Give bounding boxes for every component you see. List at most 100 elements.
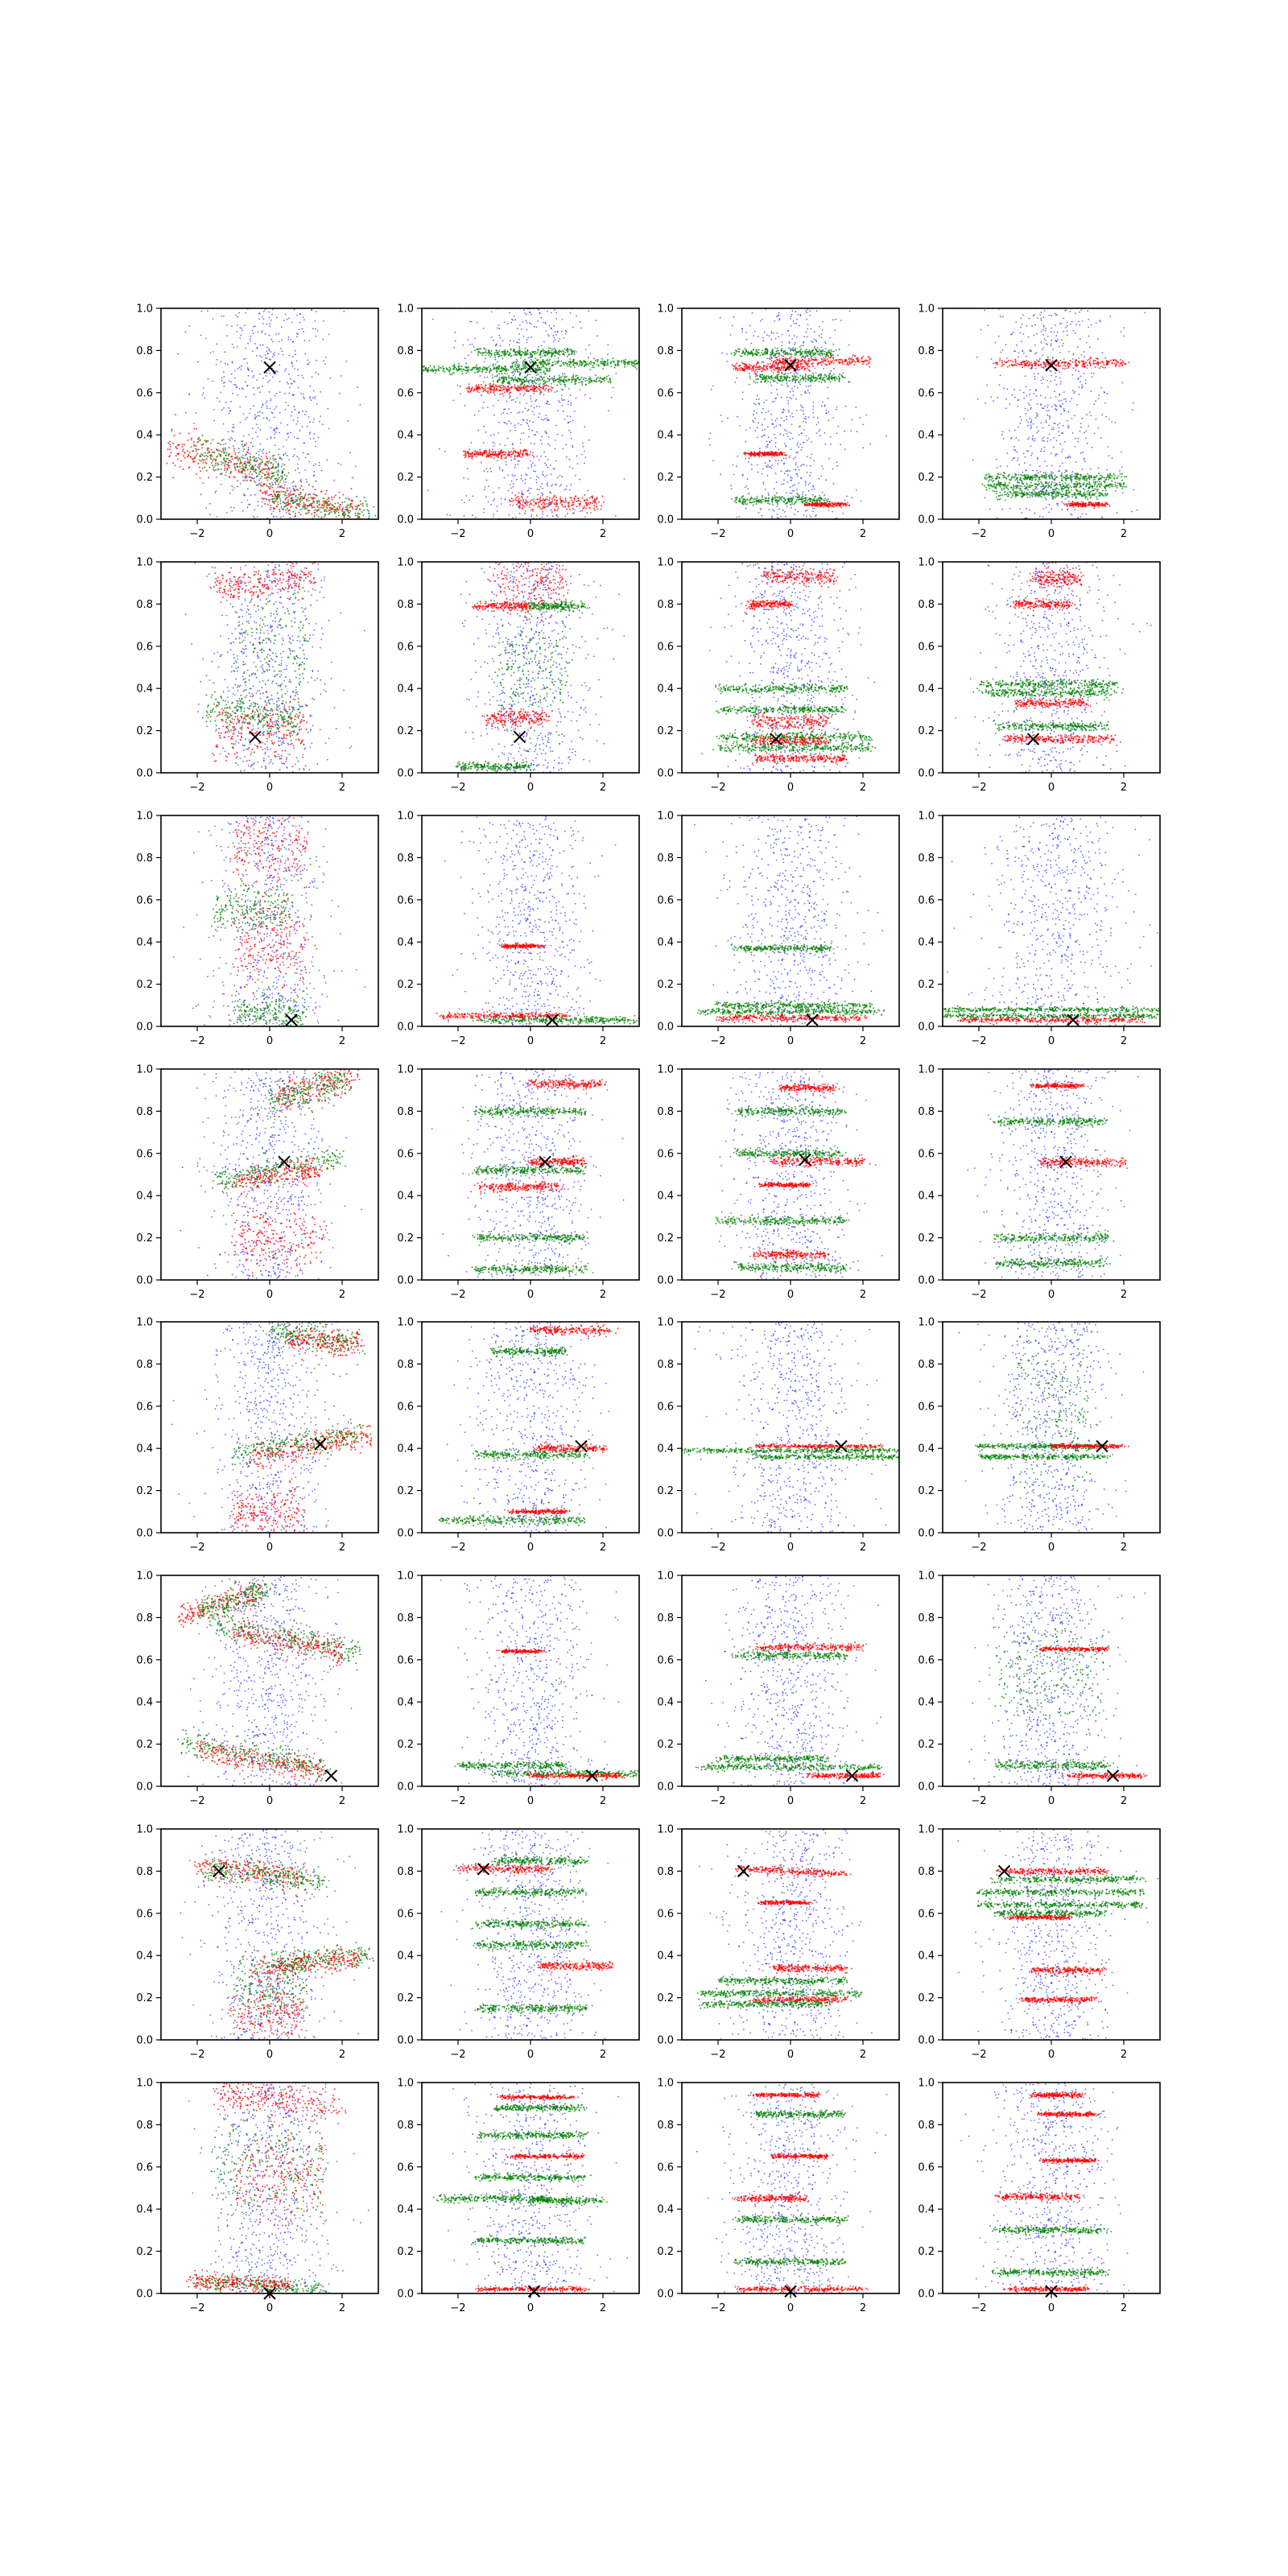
point-green [210, 449, 212, 451]
point-red [561, 504, 563, 506]
point-blue [869, 444, 871, 445]
point-green [210, 443, 212, 444]
y-tick-label: 0.2 [397, 472, 414, 484]
point-red [332, 508, 333, 510]
point-blue [200, 311, 202, 312]
point-green [765, 351, 766, 353]
point-blue [808, 417, 810, 419]
point-green [204, 452, 206, 454]
point-blue [493, 492, 494, 493]
point-blue [791, 423, 793, 425]
point-blue [531, 514, 533, 516]
point-blue [563, 411, 564, 412]
point-red [207, 452, 208, 454]
point-red [311, 506, 312, 507]
point-green [223, 452, 225, 454]
point-green [281, 478, 283, 480]
point-blue [844, 500, 846, 502]
point-blue [309, 386, 311, 387]
point-blue [720, 415, 722, 416]
point-green [602, 368, 604, 369]
point-blue [308, 360, 309, 361]
point-blue [539, 460, 540, 461]
point-green [211, 462, 213, 464]
point-blue [785, 470, 786, 472]
point-red [339, 497, 341, 499]
point-red [315, 489, 316, 490]
point-red [524, 506, 526, 507]
point-red [463, 455, 464, 456]
point-blue [526, 339, 528, 341]
point-red [495, 384, 497, 386]
point-blue [473, 346, 475, 348]
point-blue [485, 355, 487, 357]
point-blue [786, 419, 787, 420]
point-blue [230, 401, 232, 402]
point-green [361, 511, 363, 513]
point-red [493, 457, 495, 459]
point-blue [220, 392, 221, 394]
point-green [523, 378, 525, 380]
point-green [515, 353, 517, 355]
point-blue [296, 336, 298, 338]
point-blue [305, 457, 307, 459]
point-green [609, 378, 610, 380]
point-blue [243, 493, 245, 495]
point-red [803, 361, 804, 362]
point-blue [770, 414, 772, 415]
point-green [239, 457, 241, 459]
point-blue [755, 404, 757, 406]
point-green [517, 365, 518, 366]
point-green [435, 372, 436, 374]
point-green [617, 363, 618, 365]
point-blue [261, 407, 262, 408]
point-blue [542, 514, 543, 515]
point-blue [535, 434, 536, 436]
point-blue [262, 448, 264, 450]
point-green [349, 512, 350, 514]
point-green [496, 370, 497, 372]
point-blue [807, 390, 809, 391]
point-blue [487, 407, 489, 408]
point-green [552, 365, 554, 366]
point-red [517, 390, 518, 391]
point-red [581, 510, 583, 511]
point-blue [800, 449, 802, 451]
point-blue [840, 444, 841, 445]
point-blue [297, 369, 299, 370]
point-blue [463, 477, 464, 479]
point-blue [789, 457, 791, 459]
point-blue [811, 454, 812, 456]
point-red [184, 452, 185, 453]
point-blue [523, 432, 525, 434]
point-red [549, 497, 551, 499]
point-blue [514, 374, 515, 375]
point-blue [469, 344, 471, 345]
point-blue [769, 335, 770, 336]
point-blue [498, 487, 500, 489]
point-red [203, 462, 204, 464]
point-red [464, 456, 466, 458]
point-red [584, 506, 585, 507]
point-red [299, 496, 301, 497]
point-blue [242, 388, 244, 390]
point-blue [585, 349, 587, 350]
point-green [612, 360, 613, 361]
point-blue [510, 430, 511, 431]
point-blue [265, 333, 266, 335]
point-blue [566, 456, 568, 458]
point-blue [542, 517, 543, 518]
point-blue [314, 398, 316, 399]
point-blue [252, 350, 254, 352]
point-green [485, 351, 487, 353]
point-red [204, 459, 206, 460]
point-blue [786, 506, 788, 507]
point-blue [266, 324, 268, 325]
point-green [545, 367, 547, 369]
point-blue [285, 402, 287, 403]
point-blue [255, 416, 257, 418]
point-green [572, 376, 574, 378]
point-green [286, 475, 287, 477]
point-red [192, 459, 194, 460]
point-blue [204, 398, 205, 399]
